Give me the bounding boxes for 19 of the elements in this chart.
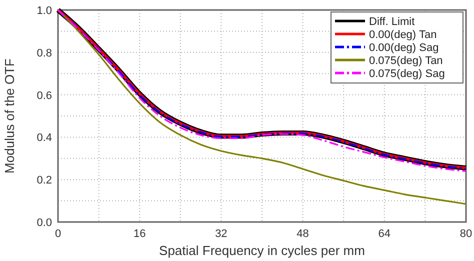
- legend-label: 0.00(deg) Tan: [369, 29, 437, 41]
- x-tick-label: 48: [296, 228, 309, 240]
- legend-label: 0.075(deg) Sag: [369, 68, 445, 80]
- legend-label: Diff. Limit: [369, 16, 415, 28]
- x-tick-label: 80: [460, 228, 472, 240]
- x-tick-label: 0: [54, 228, 62, 240]
- y-tick-label: 0.8: [36, 47, 52, 60]
- text: 0.0: [36, 217, 52, 229]
- x-tick-label: 64: [378, 228, 391, 240]
- y-tick-label: 0.2: [36, 174, 52, 187]
- x-axis-title: Spatial Frequency in cycles per mm: [159, 243, 365, 258]
- y-tick-label: 0.4: [36, 132, 52, 144]
- x-tick-label: 32: [215, 228, 228, 240]
- y-tick-label: 0.6: [36, 90, 52, 102]
- y-axis-title: Modulus of the OTF: [2, 58, 17, 174]
- legend-label: 0.00(deg) Sag: [369, 42, 439, 54]
- text: 1.0: [36, 5, 52, 17]
- legend-label: 0.075(deg) Tan: [369, 55, 443, 67]
- x-tick-label: 16: [133, 228, 146, 240]
